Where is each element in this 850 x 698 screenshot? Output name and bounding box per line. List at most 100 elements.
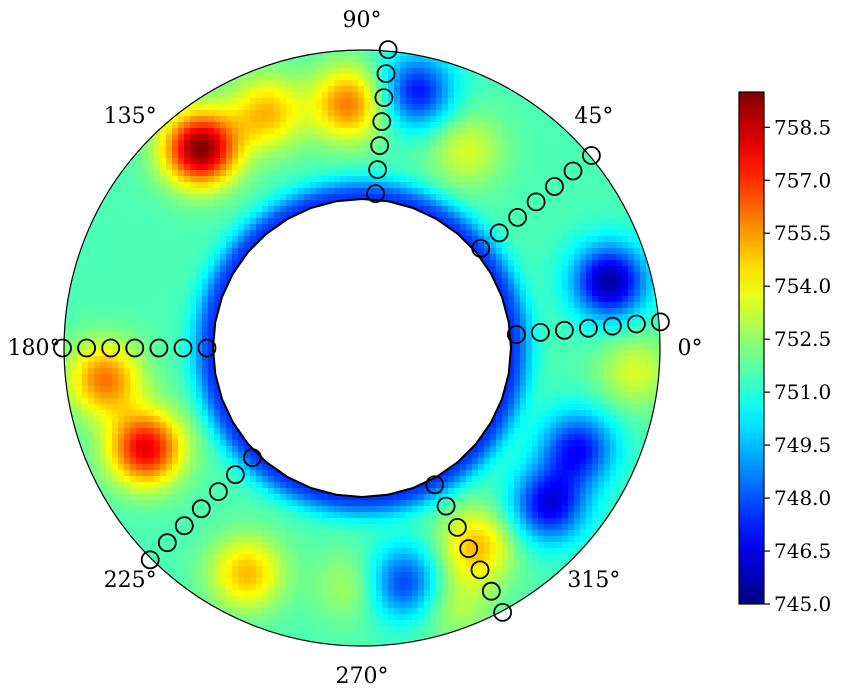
heat-cell [268,518,275,525]
heat-cell [88,344,95,351]
heat-cell [580,488,587,495]
heat-cell [490,422,497,429]
heat-cell [376,80,383,87]
heat-cell [346,518,353,525]
heat-cell [82,434,89,441]
heat-cell [574,206,581,213]
heat-cell [574,410,581,417]
heat-cell [160,368,167,375]
heat-cell [406,56,413,63]
heat-cell [574,494,581,501]
heat-cell [556,464,563,471]
heat-cell [232,476,239,483]
heat-cell [616,290,623,297]
heat-cell [286,152,293,159]
heat-cell [94,254,101,261]
heat-cell [514,284,521,291]
heat-cell [472,458,479,465]
heat-cell [580,290,587,297]
heat-cell [466,500,473,507]
heat-cell [352,104,359,111]
heat-cell [406,134,413,141]
heat-cell [436,98,443,105]
heat-cell [148,326,155,333]
heat-cell [610,446,617,453]
heat-cell [118,308,125,315]
heat-cell [286,194,293,201]
heat-cell [112,194,119,201]
heat-cell [250,482,257,489]
heat-cell [502,452,509,459]
heat-cell [94,404,101,411]
heat-cell [472,134,479,141]
heat-cell [202,230,209,237]
heat-cell [376,518,383,525]
heat-cell [310,158,317,165]
heat-cell [136,512,143,519]
heat-cell [274,218,281,225]
heat-cell [178,164,185,171]
heat-cell [298,194,305,201]
heat-cell [346,68,353,75]
heat-cell [208,266,215,273]
heat-cell [184,398,191,405]
heat-cell [130,182,137,189]
heat-cell [286,68,293,75]
heat-cell [622,374,629,381]
heat-cell [604,218,611,225]
heat-cell [184,344,191,351]
heat-cell [238,182,245,189]
heat-cell [532,188,539,195]
heat-cell [514,230,521,237]
heat-cell [538,290,545,297]
heat-cell [352,146,359,153]
heat-cell [616,248,623,255]
heat-cell [514,320,521,327]
heat-cell [118,380,125,387]
heat-cell [124,188,131,195]
heat-cell [466,152,473,159]
heat-cell [412,134,419,141]
heat-cell [298,116,305,123]
heat-cell [382,506,389,513]
heat-cell [424,488,431,495]
heat-cell [622,482,629,489]
heat-cell [274,194,281,201]
heat-cell [520,188,527,195]
heat-cell [202,488,209,495]
heat-cell [70,434,77,441]
heat-cell [256,122,263,129]
heat-cell [490,242,497,249]
heat-cell [130,350,137,357]
heat-cell [154,296,161,303]
heat-cell [196,494,203,501]
heat-cell [592,506,599,513]
heat-cell [640,350,647,357]
heat-cell [496,104,503,111]
heat-cell [598,206,605,213]
heat-cell [106,230,113,237]
heat-cell [244,446,251,453]
heat-cell [262,506,269,513]
heat-cell [64,320,71,327]
heat-cell [292,128,299,135]
heat-cell [340,500,347,507]
heat-cell [556,416,563,423]
heat-cell [130,428,137,435]
heat-cell [208,290,215,297]
heat-cell [172,458,179,465]
heat-cell [592,164,599,171]
heat-cell [136,188,143,195]
heat-cell [562,482,569,489]
heat-cell [196,224,203,231]
heat-cell [160,356,167,363]
heat-cell [358,74,365,81]
heat-cell [226,182,233,189]
heat-cell [196,170,203,177]
heat-cell [400,122,407,129]
heat-cell [586,242,593,249]
heat-cell [112,326,119,333]
heat-cell [250,176,257,183]
heat-cell [400,518,407,525]
heat-cell [508,272,515,279]
